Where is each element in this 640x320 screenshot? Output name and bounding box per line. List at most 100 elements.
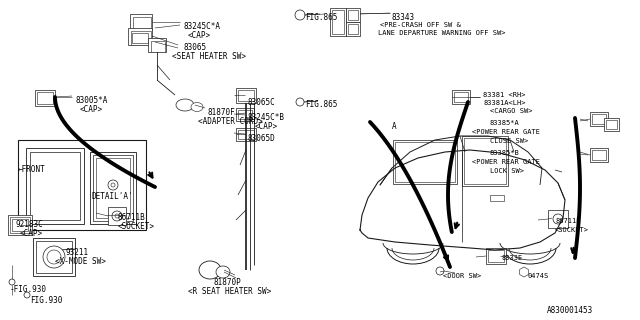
Text: <PRE-CRASH OFF SW &: <PRE-CRASH OFF SW &: [380, 22, 461, 28]
Text: 83065: 83065: [183, 43, 206, 52]
Bar: [10, 217, 30, 233]
Text: A830001453: A830001453: [547, 306, 593, 315]
Text: 8333E: 8333E: [502, 255, 524, 261]
Text: <DOOR SW>: <DOOR SW>: [443, 273, 481, 279]
Text: FIG.865: FIG.865: [305, 100, 337, 109]
Circle shape: [24, 292, 30, 298]
Text: 83245C*A: 83245C*A: [183, 22, 220, 31]
Bar: [33, 238, 75, 276]
Text: 83005*A: 83005*A: [75, 96, 108, 105]
Text: ←FRONT: ←FRONT: [18, 165, 45, 174]
Text: <X-MODE SW>: <X-MODE SW>: [55, 257, 106, 266]
Circle shape: [112, 211, 122, 221]
Bar: [606, 120, 617, 129]
Circle shape: [296, 98, 304, 106]
Circle shape: [9, 279, 15, 285]
Text: 83245C*B: 83245C*B: [248, 113, 285, 122]
Text: 83385*B: 83385*B: [490, 150, 520, 156]
Bar: [93, 155, 133, 221]
Bar: [604, 118, 619, 131]
Bar: [486, 248, 506, 264]
Text: FIG.865: FIG.865: [305, 13, 337, 22]
Text: LOCK SW>: LOCK SW>: [490, 168, 524, 174]
Text: 83065C: 83065C: [248, 98, 276, 107]
Bar: [108, 207, 126, 225]
Text: <CARGO SW>: <CARGO SW>: [490, 108, 532, 114]
Bar: [37, 92, 53, 104]
Text: <R SEAT HEATER SW>: <R SEAT HEATER SW>: [188, 287, 271, 296]
Bar: [151, 41, 165, 52]
Text: 83065D: 83065D: [248, 134, 276, 143]
Bar: [548, 210, 568, 228]
Circle shape: [47, 250, 61, 264]
Bar: [462, 136, 508, 186]
Circle shape: [115, 214, 119, 218]
Bar: [148, 38, 166, 52]
Text: CLOSE SW>: CLOSE SW>: [490, 138, 528, 144]
Bar: [464, 138, 506, 184]
Bar: [348, 24, 358, 34]
Bar: [12, 219, 28, 231]
Text: <SOCKET>: <SOCKET>: [118, 222, 155, 231]
Text: 83381A<LH>: 83381A<LH>: [483, 100, 525, 106]
Bar: [395, 142, 455, 182]
Text: <ADAPTER CORD>: <ADAPTER CORD>: [198, 117, 263, 126]
Text: 0474S: 0474S: [527, 273, 548, 279]
Bar: [488, 250, 504, 262]
Text: <SOCKET>: <SOCKET>: [555, 227, 589, 233]
Text: 92183C: 92183C: [15, 220, 43, 229]
Ellipse shape: [191, 102, 203, 111]
Text: 81870F: 81870F: [208, 108, 236, 117]
Bar: [90, 152, 136, 224]
Bar: [592, 114, 606, 124]
Bar: [454, 92, 468, 102]
Circle shape: [436, 267, 444, 275]
Text: 93211: 93211: [65, 248, 88, 257]
Bar: [18, 140, 146, 230]
Ellipse shape: [216, 266, 230, 278]
Text: 86711B: 86711B: [118, 213, 146, 222]
Bar: [236, 128, 256, 141]
Text: A: A: [392, 122, 397, 131]
Text: 86711B: 86711B: [555, 218, 580, 224]
Text: 83385*A: 83385*A: [490, 120, 520, 126]
Text: <CAP>: <CAP>: [20, 229, 43, 238]
Bar: [238, 130, 254, 139]
Text: <CAP>: <CAP>: [255, 122, 278, 131]
Bar: [236, 88, 256, 103]
Ellipse shape: [176, 99, 194, 111]
Bar: [236, 108, 254, 121]
Text: <SEAT HEATER SW>: <SEAT HEATER SW>: [172, 52, 246, 61]
Circle shape: [108, 180, 118, 190]
Bar: [592, 150, 606, 160]
Bar: [348, 10, 358, 20]
Bar: [590, 112, 608, 126]
Bar: [238, 110, 252, 119]
Bar: [36, 241, 72, 273]
Bar: [30, 152, 80, 220]
Bar: [96, 158, 130, 218]
Bar: [26, 148, 84, 224]
Text: -FIG.930: -FIG.930: [10, 285, 47, 294]
Bar: [35, 90, 55, 106]
Bar: [490, 195, 504, 201]
Circle shape: [553, 214, 563, 224]
Text: 83381 <RH>: 83381 <RH>: [483, 92, 525, 98]
Text: <POWER REAR GATE: <POWER REAR GATE: [472, 159, 540, 165]
Text: <CAP>: <CAP>: [188, 31, 211, 40]
Text: <POWER REAR GATE: <POWER REAR GATE: [472, 129, 540, 135]
Text: 81870P: 81870P: [213, 278, 241, 287]
Bar: [393, 140, 457, 184]
Bar: [452, 90, 470, 104]
Bar: [8, 215, 32, 235]
Text: DETAIL'A': DETAIL'A': [92, 192, 134, 201]
Bar: [133, 17, 151, 30]
Text: 83343: 83343: [392, 13, 415, 22]
Text: <CAP>: <CAP>: [80, 105, 103, 114]
Circle shape: [43, 246, 65, 268]
Bar: [130, 14, 152, 30]
Bar: [238, 90, 254, 101]
Ellipse shape: [199, 261, 221, 279]
Bar: [332, 10, 344, 34]
Circle shape: [295, 10, 305, 20]
